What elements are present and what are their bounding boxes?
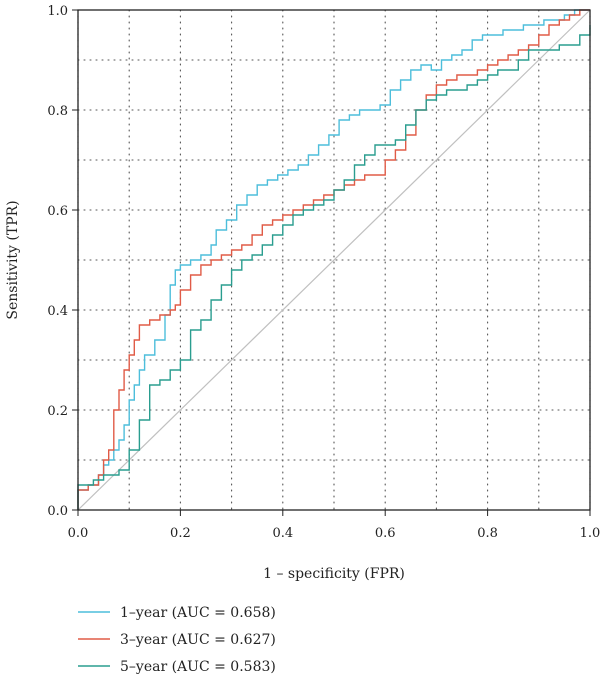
x-axis-title: 1 – specificity (FPR) <box>263 566 405 582</box>
x-tick-label: 0.2 <box>170 526 191 541</box>
x-axis-ticks: 0.0 0.2 0.4 0.6 0.8 1.0 <box>68 510 600 541</box>
plot-frame <box>77 9 591 511</box>
legend-label: 1–year (AUC = 0.658) <box>120 605 276 621</box>
x-tick-label: 0.4 <box>272 526 293 541</box>
y-axis-title: Sensitivity (TPR) <box>5 200 21 319</box>
legend-label: 5–year (AUC = 0.583) <box>120 659 276 675</box>
y-tick-label: 0.6 <box>47 204 68 219</box>
y-tick-label: 0.0 <box>47 504 68 519</box>
y-tick-label: 1.0 <box>47 4 68 19</box>
x-tick-label: 0.0 <box>68 526 89 541</box>
reference-line <box>77 9 591 511</box>
x-tick-label: 0.6 <box>375 526 396 541</box>
x-tick-label: 0.8 <box>477 526 498 541</box>
roc-curve-series-3 <box>77 25 591 510</box>
y-tick-label: 0.2 <box>47 404 68 419</box>
reference-diagonal <box>77 9 591 511</box>
legend: 1–year (AUC = 0.658) 3–year (AUC = 0.627)… <box>78 605 276 675</box>
legend-label: 3–year (AUC = 0.627) <box>120 632 276 648</box>
series-lines <box>77 9 591 510</box>
y-tick-label: 0.4 <box>47 304 68 319</box>
x-tick-label: 1.0 <box>580 526 600 541</box>
y-tick-label: 0.8 <box>47 104 68 119</box>
roc-curve-series-1 <box>77 9 590 510</box>
y-axis-ticks: 0.0 0.2 0.4 0.6 0.8 1.0 <box>47 4 78 519</box>
